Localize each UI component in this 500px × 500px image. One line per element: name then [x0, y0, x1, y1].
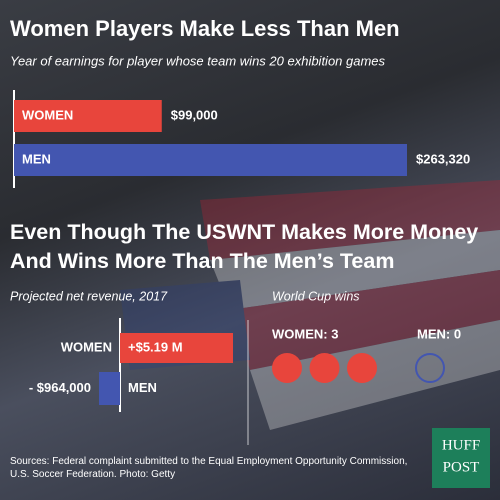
value-label: - $964,000 [29, 380, 91, 395]
logo-box [432, 428, 490, 488]
bar [14, 100, 162, 132]
bar [99, 372, 120, 405]
subtitle: World Cup wins [272, 289, 360, 303]
category-label: MEN [128, 380, 157, 395]
subtitle: Year of earnings for player whose team w… [10, 53, 386, 68]
bar [14, 144, 407, 176]
win-icon [309, 353, 340, 383]
category-label: WOMEN [61, 339, 112, 354]
value-label: +$5.19 M [128, 339, 183, 354]
category-label: MEN [22, 151, 51, 166]
title: Women Players Make Less Than Men [10, 16, 400, 41]
source-note: Sources: Federal complaint submitted to … [10, 456, 408, 480]
category-label: WOMEN [22, 107, 73, 122]
bar [120, 333, 233, 363]
win-icon [272, 353, 302, 383]
value-label: $99,000 [171, 107, 218, 122]
win-icon-empty [415, 353, 445, 383]
logo-text: HUFF [442, 437, 480, 453]
value-label: MEN: 0 [417, 326, 461, 341]
win-icon [347, 353, 377, 383]
title: Even Though The USWNT Makes More Money A… [10, 220, 479, 273]
value-label: WOMEN: 3 [272, 326, 338, 341]
subtitle: Projected net revenue, 2017 [10, 289, 168, 303]
logo-text: POST [443, 459, 480, 475]
value-label: $263,320 [416, 151, 470, 166]
